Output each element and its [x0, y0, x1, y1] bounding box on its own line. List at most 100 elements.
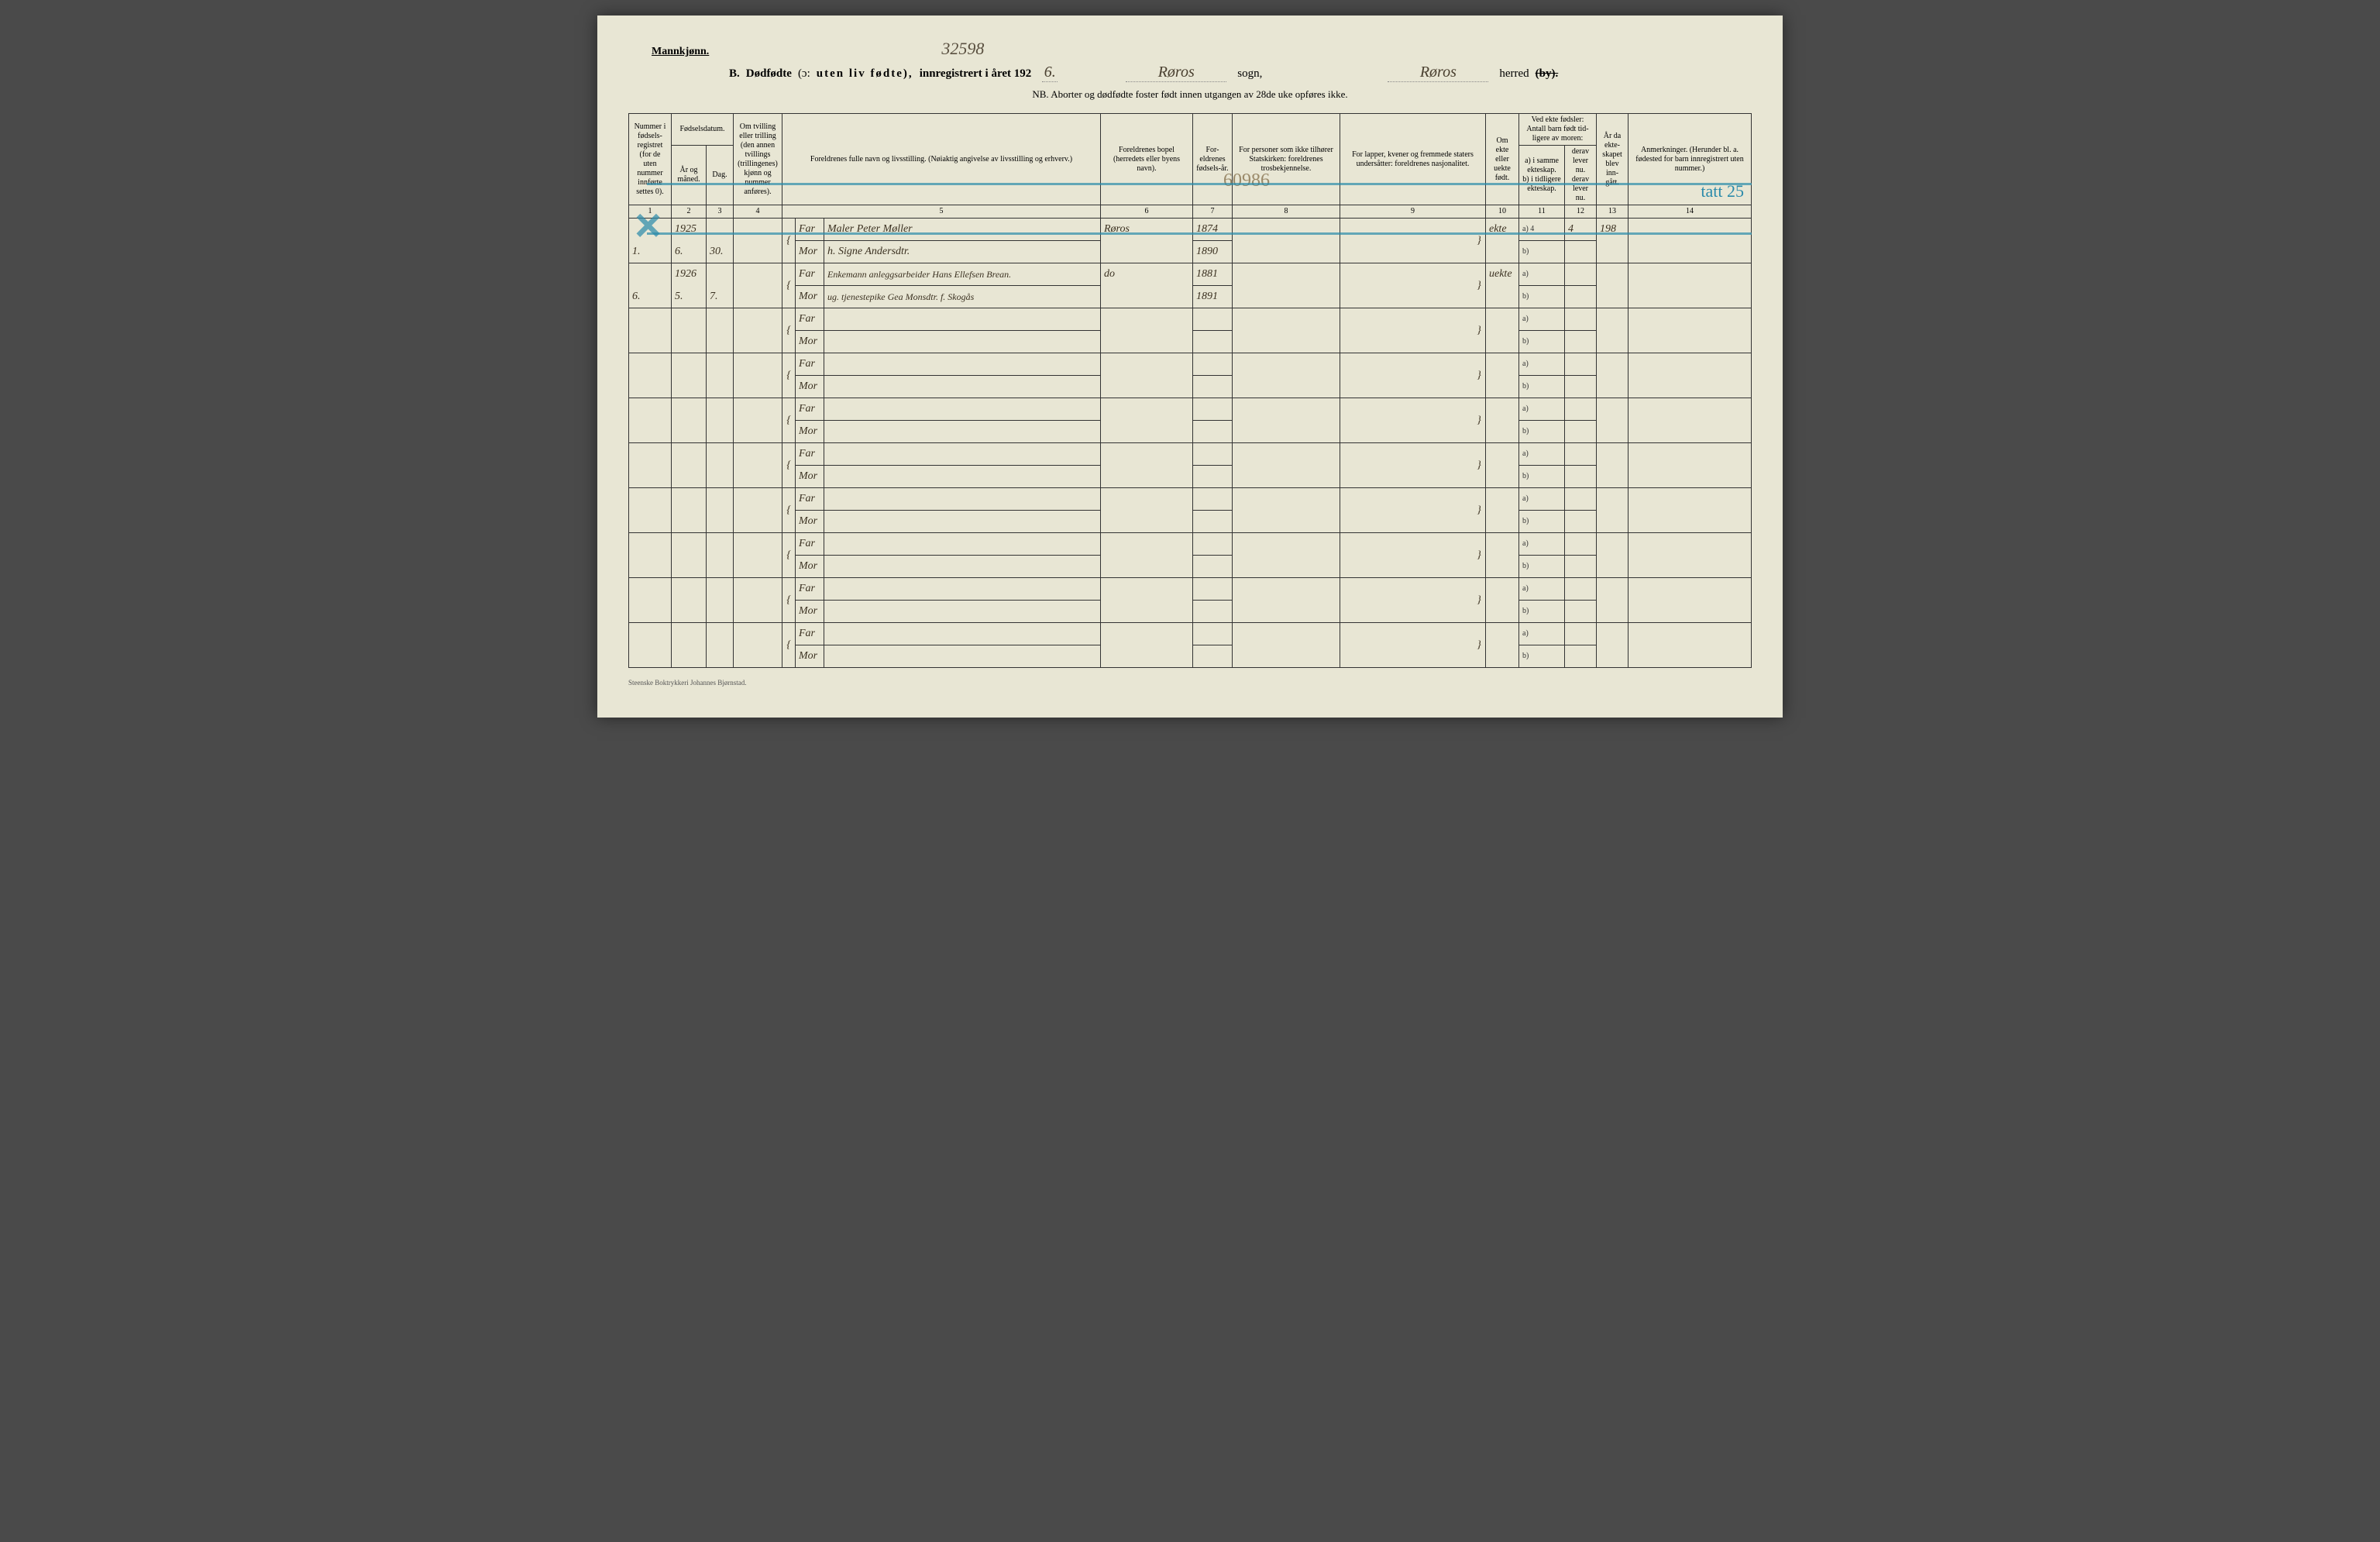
brace-right: }	[1473, 398, 1486, 443]
label-mor: Mor	[796, 331, 824, 353]
label-far: Far	[796, 578, 824, 601]
printer-footer: Steenske Boktrykkeri Johannes Bjørnstad.	[628, 679, 1752, 687]
cell-mor-year: 1890	[1193, 241, 1233, 263]
document-page: × tatt 25 60986 Mannkjønn. 32598 B. Dødf…	[597, 15, 1783, 718]
cell-11a: a)	[1519, 533, 1565, 556]
cell-year-month: 1925	[672, 219, 707, 241]
colnum-10: 10	[1486, 205, 1519, 219]
col-header-10: Om ekte eller uekte født.	[1486, 114, 1519, 205]
cell-bopel: do	[1101, 263, 1193, 286]
cell-11b: b)	[1519, 286, 1565, 308]
title-rest: innregistrert i året 192	[920, 67, 1032, 81]
blue-x-mark: ×	[635, 198, 662, 252]
cell-11b: b)	[1519, 241, 1565, 263]
colnum-2: 2	[672, 205, 707, 219]
table-row: 1925 { Far Maler Peter Møller Røros 1874…	[629, 219, 1752, 241]
cell-far-year: 1874	[1193, 219, 1233, 241]
table-row: {Far}a)	[629, 443, 1752, 466]
cell-11a: a)	[1519, 623, 1565, 645]
col-header-5: Foreldrenes fulle navn og livsstilling. …	[782, 114, 1101, 205]
brace-left: {	[782, 623, 796, 668]
cell-mor-year: 1891	[1193, 286, 1233, 308]
label-far: Far	[796, 263, 824, 286]
cell-anm	[1629, 219, 1752, 241]
title-bold: Dødfødte	[746, 67, 792, 81]
table-row: {Far}a)	[629, 488, 1752, 511]
brace-left: {	[782, 443, 796, 488]
cell-bopel	[1101, 286, 1193, 308]
cell-11a: a) 4	[1519, 219, 1565, 241]
cell-bopel	[1101, 241, 1193, 263]
cell-11b: b)	[1519, 466, 1565, 488]
col-header-1: Nummer i fødsels-registret (for de uten …	[629, 114, 672, 205]
cell-ekte	[1486, 241, 1519, 263]
label-far: Far	[796, 533, 824, 556]
sogn-value: Røros	[1126, 64, 1226, 82]
label-mor: Mor	[796, 511, 824, 533]
cell-day: 30.	[707, 241, 734, 263]
cell-nasj	[1340, 286, 1474, 308]
table-row: {Far}a)	[629, 533, 1752, 556]
brace-left: {	[782, 533, 796, 578]
brace-right: }	[1473, 219, 1486, 263]
brace-left: {	[782, 398, 796, 443]
cell-year-month: 5.	[672, 286, 707, 308]
herred-value: Røros	[1388, 64, 1488, 82]
cell-tvilling	[734, 286, 782, 308]
cell-aar: 198	[1597, 219, 1629, 241]
label-mor: Mor	[796, 601, 824, 623]
brace-left: {	[782, 353, 796, 398]
brace-right: }	[1473, 533, 1486, 578]
cell-aar	[1597, 241, 1629, 263]
cell-11a: a)	[1519, 308, 1565, 331]
cell-far-name: Maler Peter Møller	[824, 219, 1101, 241]
table-row: Mor b)	[629, 331, 1752, 353]
cell-11b: b)	[1519, 376, 1565, 398]
cell-far-name: Enkemann anleggsarbeider Hans Ellefsen B…	[824, 263, 1101, 286]
label-mor: Mor	[796, 645, 824, 668]
label-far: Far	[796, 353, 824, 376]
colnum-9: 9	[1340, 205, 1486, 219]
cell-num: 6.	[629, 286, 672, 308]
cell-tvilling	[734, 241, 782, 263]
table-header: Nummer i fødsels-registret (for de uten …	[629, 114, 1752, 219]
colnum-11: 11	[1519, 205, 1565, 219]
cell-12b	[1565, 286, 1597, 308]
column-number-row: 1 2 3 4 5 6 7 8 9 10 11 12 13 14	[629, 205, 1752, 219]
cell-year-month: 1926	[672, 263, 707, 286]
cell-anm	[1629, 263, 1752, 286]
handwritten-number-top: 32598	[941, 39, 984, 59]
title-paren: (ɔ:	[798, 67, 810, 81]
cell-tros	[1233, 263, 1340, 286]
label-far: Far	[796, 488, 824, 511]
cell-aar	[1597, 263, 1629, 286]
label-far: Far	[796, 623, 824, 645]
header-top-row: Mannkjønn. 32598	[628, 39, 1752, 59]
register-table: Nummer i fødsels-registret (for de uten …	[628, 113, 1752, 668]
cell-tros	[1233, 219, 1340, 241]
label-far: Far	[796, 308, 824, 331]
section-letter: B.	[729, 67, 740, 81]
cell-11b: b)	[1519, 511, 1565, 533]
col-header-13: År da ekte-skapet blev inn-gått.	[1597, 114, 1629, 205]
col-header-6: Foreldrenes bopel (herredets eller byens…	[1101, 114, 1193, 205]
cell-nasj	[1340, 263, 1474, 286]
cell-11b: b)	[1519, 331, 1565, 353]
cell-11a: a)	[1519, 263, 1565, 286]
colnum-5: 5	[782, 205, 1101, 219]
table-row: Morb)	[629, 376, 1752, 398]
cell-day: 7.	[707, 286, 734, 308]
cell-anm	[1629, 241, 1752, 263]
cell-day	[707, 263, 734, 286]
blue-strike-line-2	[647, 232, 1752, 235]
colnum-13: 13	[1597, 205, 1629, 219]
cell-tros	[1233, 286, 1340, 308]
label-far: Far	[796, 219, 824, 241]
cell-12a: 4	[1565, 219, 1597, 241]
table-row: Morb)	[629, 601, 1752, 623]
herred-struck: (by).	[1536, 67, 1559, 81]
table-row: {Far}a)	[629, 623, 1752, 645]
col-header-2b: Dag.	[707, 146, 734, 205]
brace-left: {	[782, 578, 796, 623]
cell-ekte: uekte	[1486, 263, 1519, 286]
